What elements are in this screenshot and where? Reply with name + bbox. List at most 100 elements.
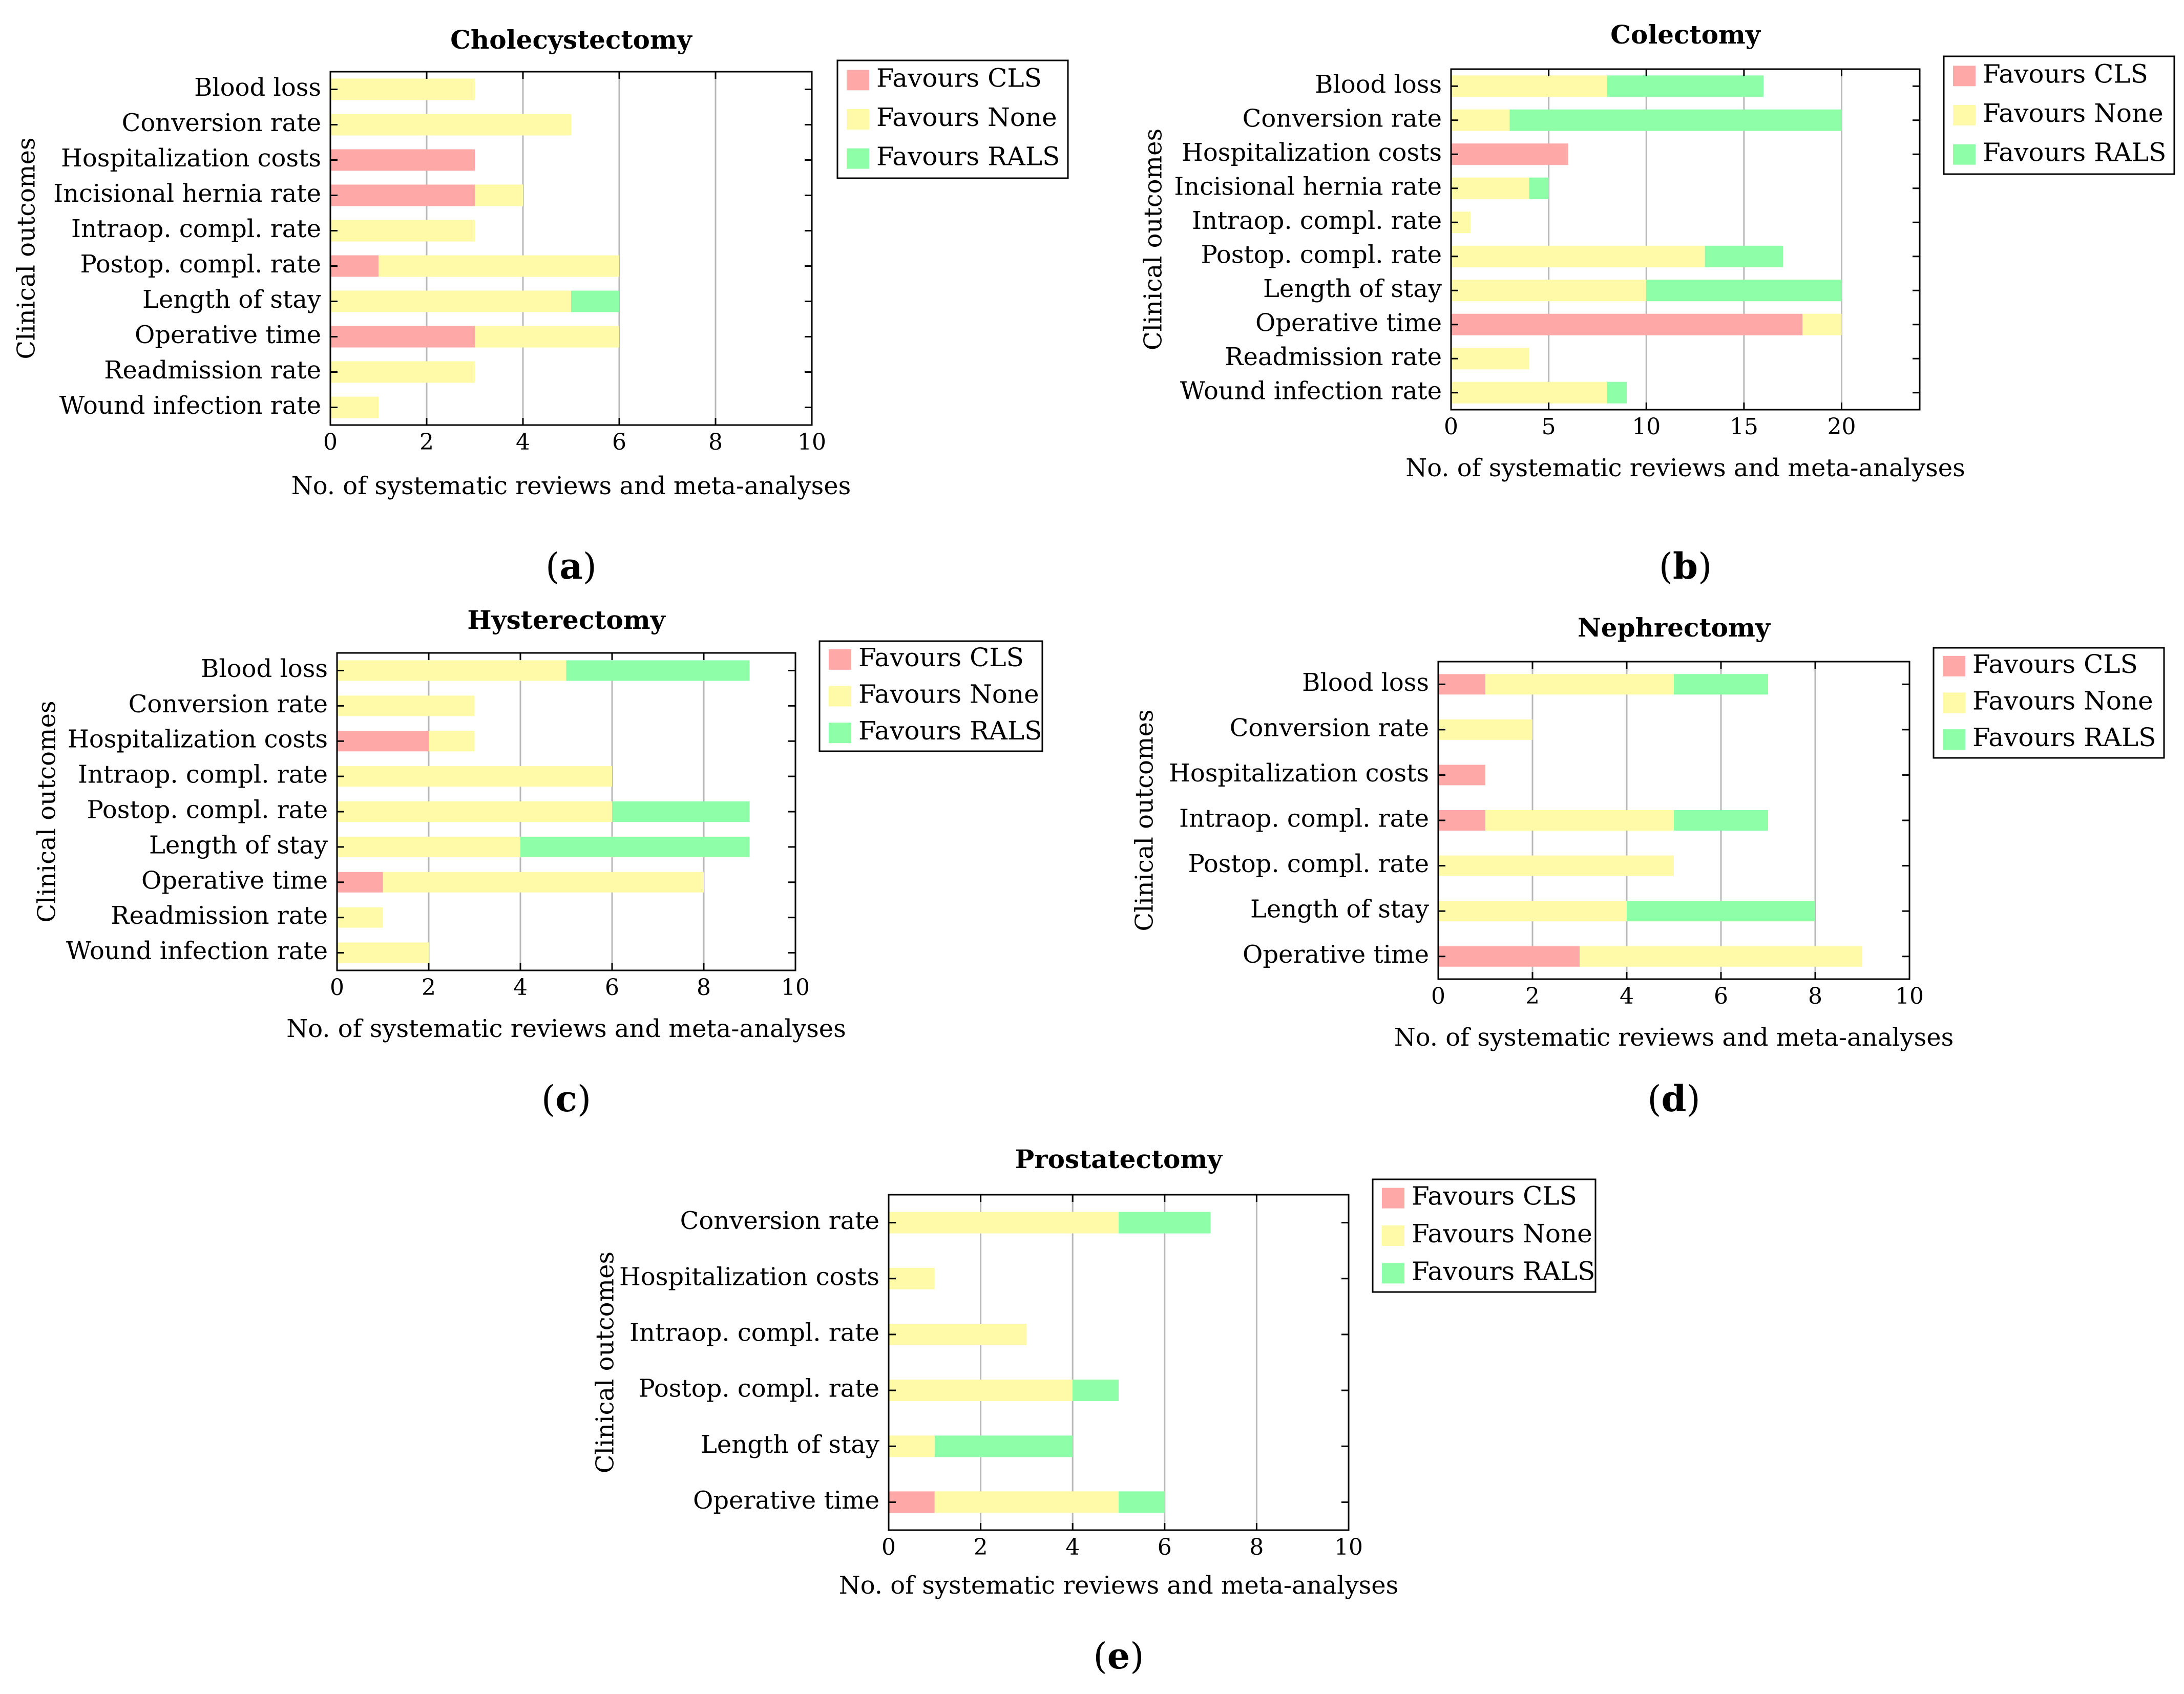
- x-tick-label: 8: [1249, 1534, 1264, 1560]
- bar-favours-none: [1451, 348, 1529, 370]
- bar-favours-none: [337, 836, 520, 857]
- category-label: Incisional hernia rate: [1174, 172, 1442, 201]
- x-tick-label: 15: [1730, 414, 1758, 440]
- legend-entry: Favours RALS: [876, 142, 1060, 172]
- category-label: Conversion rate: [1230, 713, 1429, 742]
- category-label: Conversion rate: [680, 1206, 879, 1235]
- x-tick-label: 2: [419, 429, 434, 455]
- category-label: Blood loss: [1315, 70, 1442, 99]
- bar-favours-none: [1451, 177, 1529, 199]
- x-axis-label: No. of systematic reviews and meta-analy…: [1394, 1023, 1954, 1052]
- category-label: Intraop. compl. rate: [1179, 804, 1429, 833]
- x-tick-label: 4: [513, 975, 528, 1001]
- bar-favours-rals: [1119, 1491, 1165, 1513]
- bar-favours-cls: [1438, 810, 1485, 831]
- legend-frame: [1933, 647, 2165, 759]
- chart-panel-a: Cholecystectomy Blood loss Conversion rate…: [12, 25, 1069, 587]
- legend-swatch: [829, 686, 851, 707]
- bar-favours-rals: [1674, 674, 1768, 695]
- plot-frame: [888, 1194, 1350, 1531]
- bar-favours-cls: [330, 255, 379, 277]
- legend-frame: [1943, 55, 2175, 175]
- category-label: Length of stay: [701, 1430, 879, 1459]
- bar-favours-none: [1438, 901, 1627, 922]
- bar-favours-none: [337, 801, 612, 822]
- chart-panel-b: Colectomy Blood loss Conversion rate Hospit…: [1139, 19, 2175, 587]
- category-label: Blood loss: [1302, 668, 1429, 697]
- chart-panel-d: Nephrectomy Blood loss Conversion rate Hosp…: [1130, 612, 2165, 1120]
- x-tick-label: 8: [1808, 983, 1822, 1009]
- category-label: Blood loss: [201, 654, 328, 683]
- legend-entry: Favours None: [1972, 686, 2153, 716]
- bar-favours-none: [330, 361, 475, 383]
- legend: Favours CLS Favours None Favours RALS: [818, 640, 1043, 752]
- category-label: Incisional hernia rate: [53, 179, 321, 208]
- chart-panel-c: Hysterectomy Blood loss Conversion rate Hos…: [33, 605, 1043, 1120]
- x-tick-label: 2: [974, 1534, 988, 1560]
- legend: Favours CLS Favours None Favours RALS: [1933, 647, 2165, 759]
- chart-title: Prostatectomy: [1015, 1144, 1224, 1174]
- bar-favours-none: [1438, 719, 1532, 740]
- plot-frame: [329, 71, 813, 426]
- bar-favours-none: [330, 396, 379, 418]
- category-label: Wound infection rate: [1180, 376, 1442, 405]
- x-axis-label: No. of systematic reviews and meta-analy…: [291, 472, 851, 500]
- x-axis-label: No. of systematic reviews and meta-analy…: [286, 1014, 846, 1043]
- x-tick-label: 0: [330, 975, 344, 1001]
- bar-favours-rals: [1607, 382, 1627, 404]
- category-label: Wound infection rate: [66, 937, 328, 965]
- x-tick-label: 6: [1158, 1534, 1172, 1560]
- x-axis-label: No. of systematic reviews and meta-analy…: [839, 1571, 1399, 1600]
- category-label: Postop. compl. rate: [80, 250, 321, 279]
- bar-favours-cls: [330, 149, 475, 171]
- chart-title: Hysterectomy: [467, 605, 666, 635]
- panel-label: (d): [1647, 1077, 1700, 1120]
- bar-favours-none: [889, 1212, 1119, 1234]
- bar-favours-none: [330, 78, 475, 100]
- x-tick-label: 20: [1828, 414, 1856, 440]
- x-tick-label: 6: [605, 975, 619, 1001]
- bar-favours-rals: [1119, 1212, 1211, 1234]
- legend-entry: Favours CLS: [876, 63, 1042, 93]
- category-label: Wound infection rate: [59, 391, 321, 420]
- legend-entry: Favours None: [1412, 1219, 1592, 1248]
- bar-favours-rals: [1073, 1380, 1119, 1402]
- x-tick-label: 10: [1632, 414, 1661, 440]
- bar-favours-none: [337, 907, 383, 928]
- legend-entry: Favours None: [858, 680, 1039, 709]
- y-axis-label: Clinical outcomes: [33, 701, 61, 922]
- legend-swatch: [847, 70, 869, 91]
- legend-swatch: [829, 649, 851, 670]
- legend-swatch: [1953, 105, 1976, 125]
- legend-frame: [818, 640, 1043, 752]
- bar-favours-rals: [566, 660, 750, 681]
- category-label: Hospitalization costs: [1182, 138, 1442, 167]
- category-label: Length of stay: [142, 285, 321, 314]
- plot-frame: [1450, 68, 1921, 411]
- bar-favours-none: [1802, 313, 1842, 335]
- category-label: Hospitalization costs: [68, 725, 328, 754]
- legend-entry: Favours RALS: [1972, 723, 2156, 752]
- bar-favours-cls: [1438, 946, 1580, 967]
- bar-favours-cls: [330, 326, 475, 348]
- x-tick-label: 6: [612, 429, 626, 455]
- category-label: Intraop. compl. rate: [629, 1318, 879, 1347]
- bar-favours-none: [934, 1491, 1119, 1513]
- category-label: Readmission rate: [104, 356, 321, 385]
- legend-entry: Favours CLS: [1972, 649, 2138, 679]
- category-label: Operative time: [1255, 308, 1442, 337]
- x-tick-label: 2: [1525, 983, 1540, 1009]
- chart-title: Cholecystectomy: [450, 25, 693, 55]
- bar-favours-rals: [1509, 109, 1842, 131]
- category-label: Readmission rate: [1225, 343, 1442, 371]
- chart-panel-e: Prostatectomy Conversion rate Hospitalizat…: [591, 1144, 1597, 1677]
- category-label: Operative time: [141, 866, 328, 895]
- bar-favours-cls: [1451, 313, 1803, 335]
- category-label: Operative time: [693, 1486, 879, 1515]
- legend-entry: Favours RALS: [1983, 138, 2166, 167]
- x-tick-label: 4: [516, 429, 530, 455]
- category-label: Hospitalization costs: [1169, 759, 1429, 788]
- bar-favours-none: [337, 695, 475, 716]
- bar-favours-none: [337, 942, 429, 963]
